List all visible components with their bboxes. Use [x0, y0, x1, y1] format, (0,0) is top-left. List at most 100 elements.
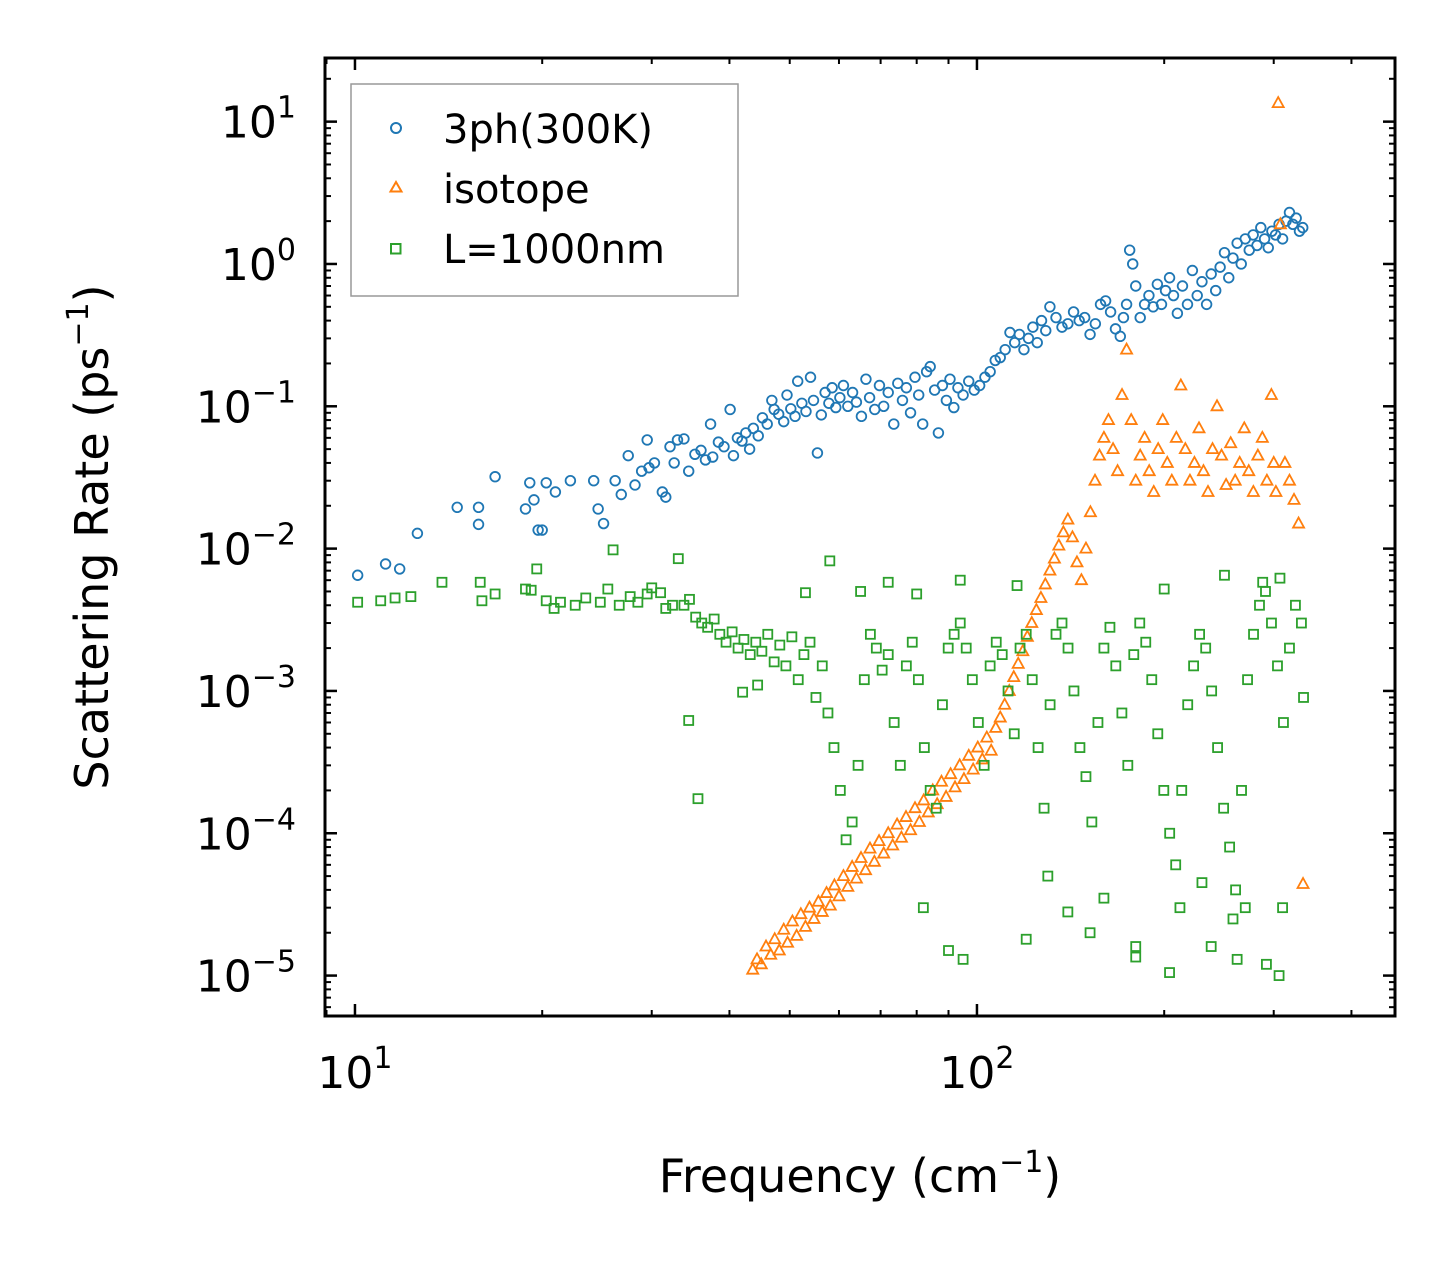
data-point: [1237, 420, 1252, 434]
data-point: [942, 642, 954, 654]
data-point: [815, 409, 827, 421]
data-point: [1114, 330, 1126, 343]
data-point: [774, 639, 786, 651]
data-point: [1230, 884, 1241, 896]
data-point: [1068, 685, 1080, 697]
data-point: [952, 382, 964, 394]
data-point: [1191, 289, 1203, 302]
data-point: [528, 494, 540, 506]
data-point: [993, 709, 1008, 723]
data-point: [1083, 504, 1098, 518]
data-point: [1219, 477, 1234, 490]
data-point: [1170, 859, 1182, 871]
data-point: [1152, 728, 1164, 740]
data-point: [957, 953, 969, 965]
data-point: [1062, 642, 1074, 654]
data-point: [882, 386, 894, 399]
legend-label-3ph: 3ph(300K): [443, 107, 653, 153]
data-point: [1086, 816, 1098, 828]
data-point: [702, 621, 714, 633]
data-point: [1186, 264, 1199, 277]
data-point: [1096, 429, 1111, 443]
data-point: [580, 592, 592, 604]
data-point: [826, 382, 838, 394]
data-point: [1026, 674, 1038, 686]
data-point: [917, 902, 929, 914]
data-point: [1278, 717, 1289, 728]
data-point: [792, 674, 804, 686]
data-point: [1134, 311, 1146, 324]
data-point: [836, 868, 851, 882]
data-point: [678, 599, 690, 611]
data-point: [834, 785, 846, 796]
data-point: [892, 377, 904, 390]
data-point: [752, 430, 764, 442]
data-point: [594, 596, 606, 608]
data-point: [1062, 318, 1074, 330]
data-point: [876, 664, 888, 676]
data-point: [913, 389, 925, 401]
data-point: [411, 527, 424, 540]
data-point: [768, 656, 780, 668]
data-point: [1002, 685, 1014, 697]
data-point: [780, 934, 795, 948]
data-point: [1060, 511, 1075, 525]
data-point: [1009, 336, 1021, 349]
data-point: [1124, 412, 1139, 425]
data-point: [1029, 602, 1044, 615]
data-point: [641, 434, 653, 446]
data-point: [1236, 785, 1247, 796]
data-point: [678, 433, 690, 445]
data-point: [1283, 206, 1296, 219]
data-point: [831, 888, 846, 902]
data-point: [947, 779, 963, 793]
data-point: [1134, 617, 1146, 629]
data-point: [671, 434, 684, 446]
legend-marker-boundary: [390, 243, 402, 255]
data-point: [707, 451, 719, 463]
data-point: [1067, 306, 1080, 318]
data-point: [1188, 660, 1200, 672]
data-point: [1194, 628, 1205, 640]
data-point: [948, 628, 960, 640]
data-point: [762, 628, 774, 640]
data-point: [984, 742, 999, 756]
data-point: [846, 816, 858, 828]
data-point: [1092, 447, 1107, 461]
data-point: [1146, 484, 1161, 497]
data-point: [1284, 642, 1295, 654]
data-point: [489, 471, 501, 483]
data-point: [916, 792, 931, 806]
data-point: [727, 449, 740, 462]
data-point: [1196, 877, 1208, 889]
data-point: [822, 707, 834, 719]
data-point: [540, 595, 552, 607]
data-point: [1123, 244, 1136, 256]
data-point: [888, 717, 900, 728]
data-point: [830, 401, 842, 414]
data-point: [1011, 580, 1023, 591]
data-point: [476, 595, 488, 607]
data-point: [1224, 841, 1236, 853]
data-point: [1050, 628, 1062, 640]
data-point: [655, 587, 666, 599]
data-point: [1235, 258, 1247, 270]
data-point: [549, 486, 562, 498]
data-point: [1296, 876, 1311, 889]
data-point: [810, 692, 822, 703]
data-point: [867, 853, 882, 867]
data-point: [924, 785, 936, 796]
data-point: [622, 449, 634, 462]
data-point: [524, 477, 536, 489]
data-point: [900, 660, 912, 672]
data-point: [1290, 599, 1301, 611]
data-point: [1011, 655, 1026, 669]
data-point: [966, 674, 978, 686]
data-point: [1158, 583, 1170, 595]
data-point: [660, 491, 672, 503]
data-point: [1206, 685, 1218, 697]
data-point: [855, 586, 866, 597]
data-point: [954, 574, 966, 586]
data-point: [1074, 742, 1086, 753]
data-point: [1178, 441, 1193, 455]
